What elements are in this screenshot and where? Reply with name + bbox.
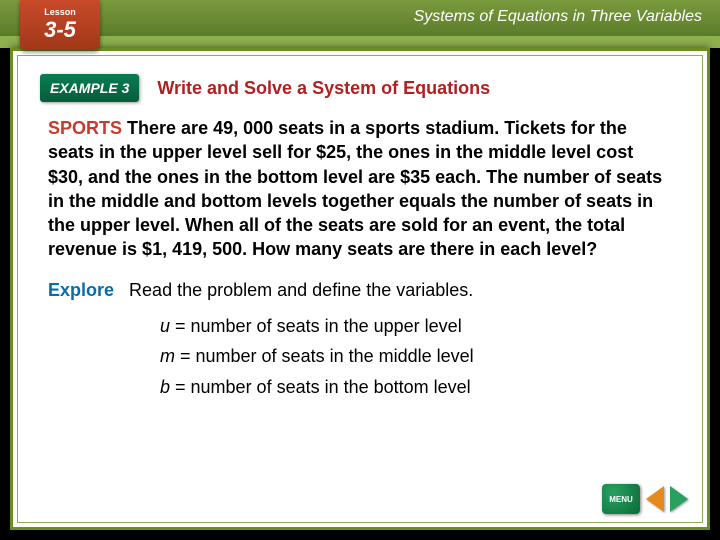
variable-row: m = number of seats in the middle level — [160, 341, 680, 372]
explore-label: Explore — [48, 280, 114, 300]
menu-button[interactable]: MENU — [602, 484, 640, 514]
example-badge: EXAMPLE 3 — [40, 74, 139, 102]
prev-arrow-icon[interactable] — [646, 486, 664, 512]
content-frame: EXAMPLE 3 Write and Solve a System of Eq… — [10, 48, 710, 530]
lesson-tag: Lesson 3-5 — [20, 0, 100, 50]
variable-def: = number of seats in the middle level — [175, 346, 474, 366]
explore-row: Explore Read the problem and define the … — [48, 280, 672, 301]
chapter-title: Systems of Equations in Three Variables — [414, 8, 702, 26]
top-bar: Lesson 3-5 Systems of Equations in Three… — [0, 0, 720, 36]
problem-text: SPORTS There are 49, 000 seats in a spor… — [48, 116, 672, 262]
bottom-nav: MENU — [602, 484, 688, 514]
accent-strip — [0, 36, 720, 48]
variable-def: = number of seats in the upper level — [170, 316, 462, 336]
next-arrow-icon[interactable] — [670, 486, 688, 512]
problem-body: There are 49, 000 seats in a sports stad… — [48, 118, 662, 259]
explore-text: Read the problem and define the variable… — [129, 280, 473, 300]
example-title: Write and Solve a System of Equations — [157, 78, 490, 99]
problem-category: SPORTS — [48, 118, 122, 138]
variable-row: u = number of seats in the upper level — [160, 311, 680, 342]
lesson-label: Lesson — [44, 7, 76, 17]
variable-def: = number of seats in the bottom level — [170, 377, 471, 397]
content-inner: EXAMPLE 3 Write and Solve a System of Eq… — [17, 55, 703, 523]
menu-label: MENU — [609, 495, 633, 504]
variable-symbol: u — [160, 316, 170, 336]
variable-symbol: m — [160, 346, 175, 366]
variable-row: b = number of seats in the bottom level — [160, 372, 680, 403]
variable-symbol: b — [160, 377, 170, 397]
variable-list: u = number of seats in the upper level m… — [160, 311, 680, 403]
lesson-number: 3-5 — [44, 17, 76, 43]
example-header: EXAMPLE 3 Write and Solve a System of Eq… — [40, 74, 680, 102]
